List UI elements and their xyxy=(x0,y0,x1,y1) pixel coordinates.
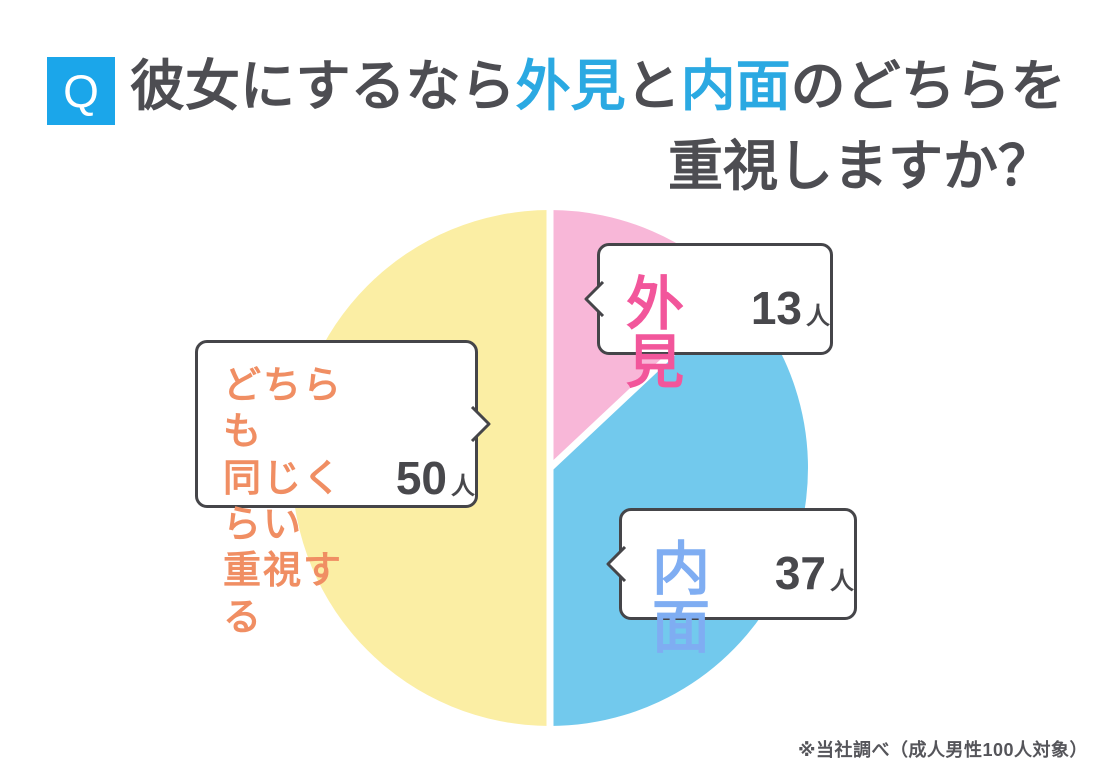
q-badge: Q xyxy=(47,57,115,125)
label-bubble-naimen: 内面 37 人 xyxy=(606,508,857,657)
label-bubble-gaikan: 外見 13 人 xyxy=(584,243,833,392)
title-text-part: 彼女にするなら xyxy=(130,55,516,117)
slice-label-line: 同じくらい xyxy=(223,457,344,547)
slice-unit-gaikan: 人 xyxy=(806,303,830,330)
question-title-line1: 彼女にするなら外見と内面のどちらを xyxy=(130,46,1066,126)
question-title: 彼女にするなら外見と内面のどちらを 重視しますか？ xyxy=(130,46,1066,206)
slice-label-dochiramo: どちらも 同じくらい 重視する xyxy=(223,363,382,639)
slice-unit-naimen: 人 xyxy=(830,568,854,595)
bubble-tail-left-icon xyxy=(584,281,605,317)
slice-label-gaikan: 外見 xyxy=(626,272,687,395)
slice-value-dochiramo: 50 xyxy=(395,452,447,504)
label-bubble-dochiramo: どちらも 同じくらい 重視する 50 人 xyxy=(195,340,491,639)
slice-label-line: 重視する xyxy=(223,550,344,639)
question-title-line2: 重視しますか？ xyxy=(667,135,1053,197)
bubble-tail-right-icon xyxy=(470,406,491,442)
slice-value-naimen: 37 xyxy=(774,547,826,599)
slice-label-line: どちらも xyxy=(223,365,344,454)
slice-value-group: 50 人 xyxy=(396,455,475,501)
title-accent-naimen: 内面 xyxy=(680,55,791,117)
slice-value-gaikan: 13 xyxy=(750,282,802,334)
q-badge-letter: Q xyxy=(63,65,99,117)
title-accent-gaikan: 外見 xyxy=(515,55,626,117)
survey-footnote: ※当社調べ（成人男性100人対象） xyxy=(797,740,1088,760)
slice-unit-dochiramo: 人 xyxy=(451,473,475,500)
slice-label-naimen: 内面 xyxy=(652,537,713,660)
bubble-tail-left-icon xyxy=(606,546,627,582)
title-text-part: のどちらを xyxy=(790,55,1066,117)
title-text-part: と xyxy=(625,55,681,117)
